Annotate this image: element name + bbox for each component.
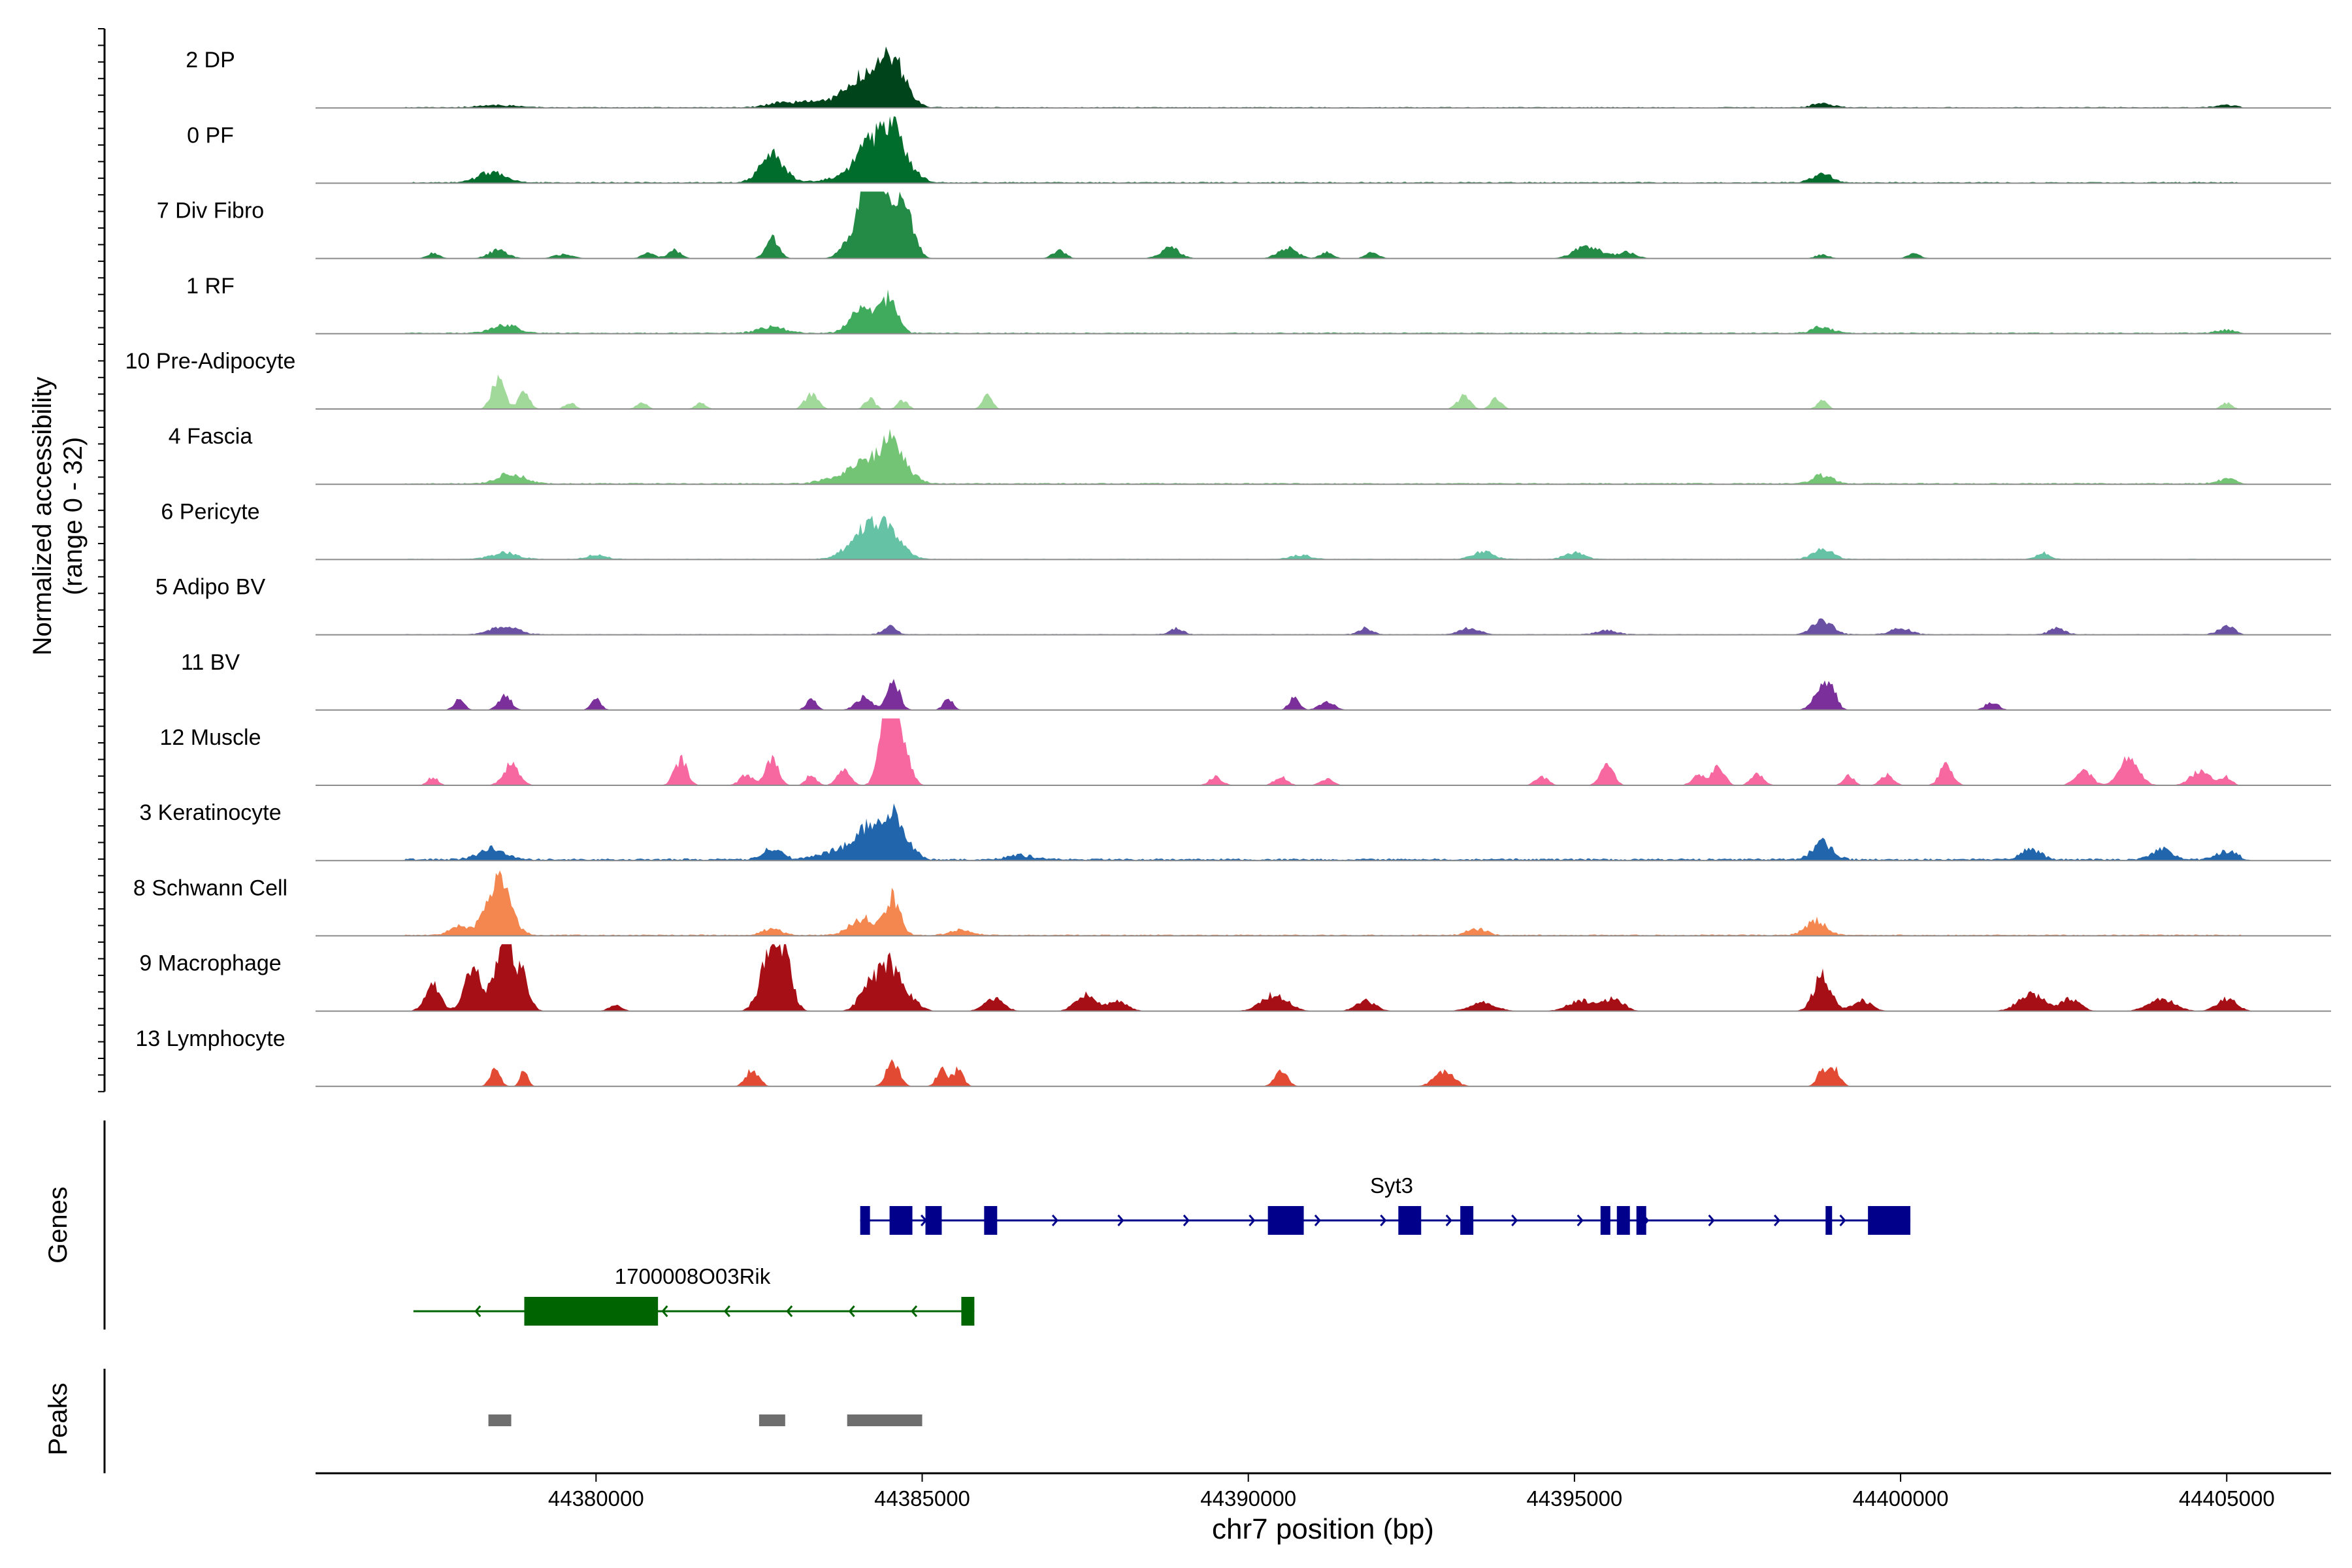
coverage-area xyxy=(316,116,2331,184)
strand-arrow xyxy=(1511,1215,1518,1226)
y-axis-label-line2: (range 0 - 32) xyxy=(59,437,88,595)
exon-block xyxy=(1616,1206,1630,1235)
peak-region xyxy=(488,1414,512,1426)
track: 12 Muscle xyxy=(160,718,2331,786)
peaks-panel-label: Peaks xyxy=(44,1382,73,1455)
strand-arrow xyxy=(1445,1215,1452,1226)
track-label: 6 Pericyte xyxy=(161,499,259,524)
track: 6 Pericyte xyxy=(161,499,2331,561)
coverage-area xyxy=(316,46,2331,108)
track: 13 Lymphocyte xyxy=(135,1026,2331,1087)
peak-region xyxy=(847,1414,923,1426)
coverage-area xyxy=(316,718,2331,785)
strand-arrow xyxy=(1773,1215,1781,1226)
coverage-area xyxy=(316,515,2331,560)
strand-arrow xyxy=(1839,1215,1846,1226)
track-label: 13 Lymphocyte xyxy=(135,1026,285,1051)
track: 8 Schwann Cell xyxy=(133,870,2331,937)
exon-block xyxy=(961,1297,975,1326)
strand-arrow xyxy=(1249,1215,1256,1226)
x-tick-label: 44400000 xyxy=(1853,1486,1949,1511)
coverage-area xyxy=(316,870,2331,936)
peak-region xyxy=(759,1414,785,1426)
track-label: 5 Adipo BV xyxy=(155,575,266,600)
strand-arrow xyxy=(1117,1215,1124,1226)
track: 0 PF xyxy=(187,116,2331,184)
strand-arrow xyxy=(1183,1215,1190,1226)
strand-arrow xyxy=(1708,1215,1715,1226)
strand-arrow xyxy=(661,1305,668,1317)
track-label: 3 Keratinocyte xyxy=(139,800,281,825)
exon-block xyxy=(1636,1206,1646,1235)
exon-block xyxy=(860,1206,870,1235)
coverage-area xyxy=(316,679,2331,710)
track: 3 Keratinocyte xyxy=(139,800,2331,862)
exon-block xyxy=(984,1206,998,1235)
coverage-area xyxy=(316,944,2331,1011)
exon-block xyxy=(1825,1206,1833,1235)
x-tick-label: 44395000 xyxy=(1526,1486,1622,1511)
left-axes xyxy=(98,28,106,1473)
x-axis-label: chr7 position (bp) xyxy=(1212,1513,1434,1545)
coverage-area xyxy=(316,803,2331,861)
strand-arrow xyxy=(910,1305,918,1317)
x-tick-label: 44385000 xyxy=(874,1486,970,1511)
strand-arrow xyxy=(723,1305,730,1317)
track-label: 8 Schwann Cell xyxy=(133,875,287,900)
track: 2 DP xyxy=(186,46,2331,109)
track-label: 1 RF xyxy=(186,274,235,299)
track: 5 Adipo BV xyxy=(155,575,2331,636)
coverage-area xyxy=(316,618,2331,635)
x-tick-label: 44380000 xyxy=(548,1486,644,1511)
strand-arrow xyxy=(1576,1215,1584,1226)
strand-arrow xyxy=(1380,1215,1387,1226)
track-label: 0 PF xyxy=(187,123,234,148)
x-tick-label: 44405000 xyxy=(2179,1486,2275,1511)
coverage-area xyxy=(316,191,2331,259)
exon-block xyxy=(889,1206,913,1235)
coverage-area xyxy=(316,374,2331,409)
x-axis: 44380000 44385000 44390000 44395000 44400000… xyxy=(316,1472,2331,1511)
genes-panel: Syt3 1700008O03Rik xyxy=(413,1173,1911,1326)
track: 11 BV xyxy=(181,650,2331,711)
exon-block xyxy=(1868,1206,1911,1235)
coverage-tracks: 2 DP 0 PF 7 Div Fibro 1 RF 10 Pre-Adipocyte 4… xyxy=(125,46,2331,1087)
exon-block xyxy=(925,1206,942,1235)
gene-label: Syt3 xyxy=(1370,1173,1413,1198)
track: 10 Pre-Adipocyte xyxy=(125,349,2331,410)
strand-arrow xyxy=(1314,1215,1321,1226)
gene-label: 1700008O03Rik xyxy=(615,1264,771,1288)
exon-block xyxy=(1267,1206,1304,1235)
exon-block xyxy=(524,1297,659,1326)
x-tick-label: 44390000 xyxy=(1200,1486,1296,1511)
y-axis-label-line1: Normalized accessibility xyxy=(28,377,57,656)
exon-block xyxy=(1398,1206,1422,1235)
track: 1 RF xyxy=(186,274,2331,335)
track-label: 4 Fascia xyxy=(169,424,253,449)
coverage-area xyxy=(316,429,2331,485)
track-label: 9 Macrophage xyxy=(139,951,281,976)
track-label: 2 DP xyxy=(186,48,235,73)
gene: Syt3 xyxy=(860,1173,1911,1235)
coverage-area xyxy=(316,289,2331,334)
track: 7 Div Fibro xyxy=(157,191,2331,259)
strand-arrow xyxy=(848,1305,855,1317)
peaks-panel xyxy=(488,1414,923,1426)
strand-arrow xyxy=(1051,1215,1059,1226)
genes-panel-label: Genes xyxy=(44,1186,73,1264)
coverage-area xyxy=(316,1059,2331,1086)
gene: 1700008O03Rik xyxy=(413,1264,975,1326)
track-label: 12 Muscle xyxy=(160,725,261,750)
track-label: 7 Div Fibro xyxy=(157,199,264,223)
strand-arrow xyxy=(474,1305,482,1317)
track-label: 11 BV xyxy=(181,650,240,675)
track: 9 Macrophage xyxy=(139,944,2331,1012)
track: 4 Fascia xyxy=(169,424,2331,485)
exon-block xyxy=(1460,1206,1474,1235)
track-label: 10 Pre-Adipocyte xyxy=(125,349,296,374)
strand-arrow xyxy=(786,1305,793,1317)
exon-block xyxy=(1600,1206,1610,1235)
